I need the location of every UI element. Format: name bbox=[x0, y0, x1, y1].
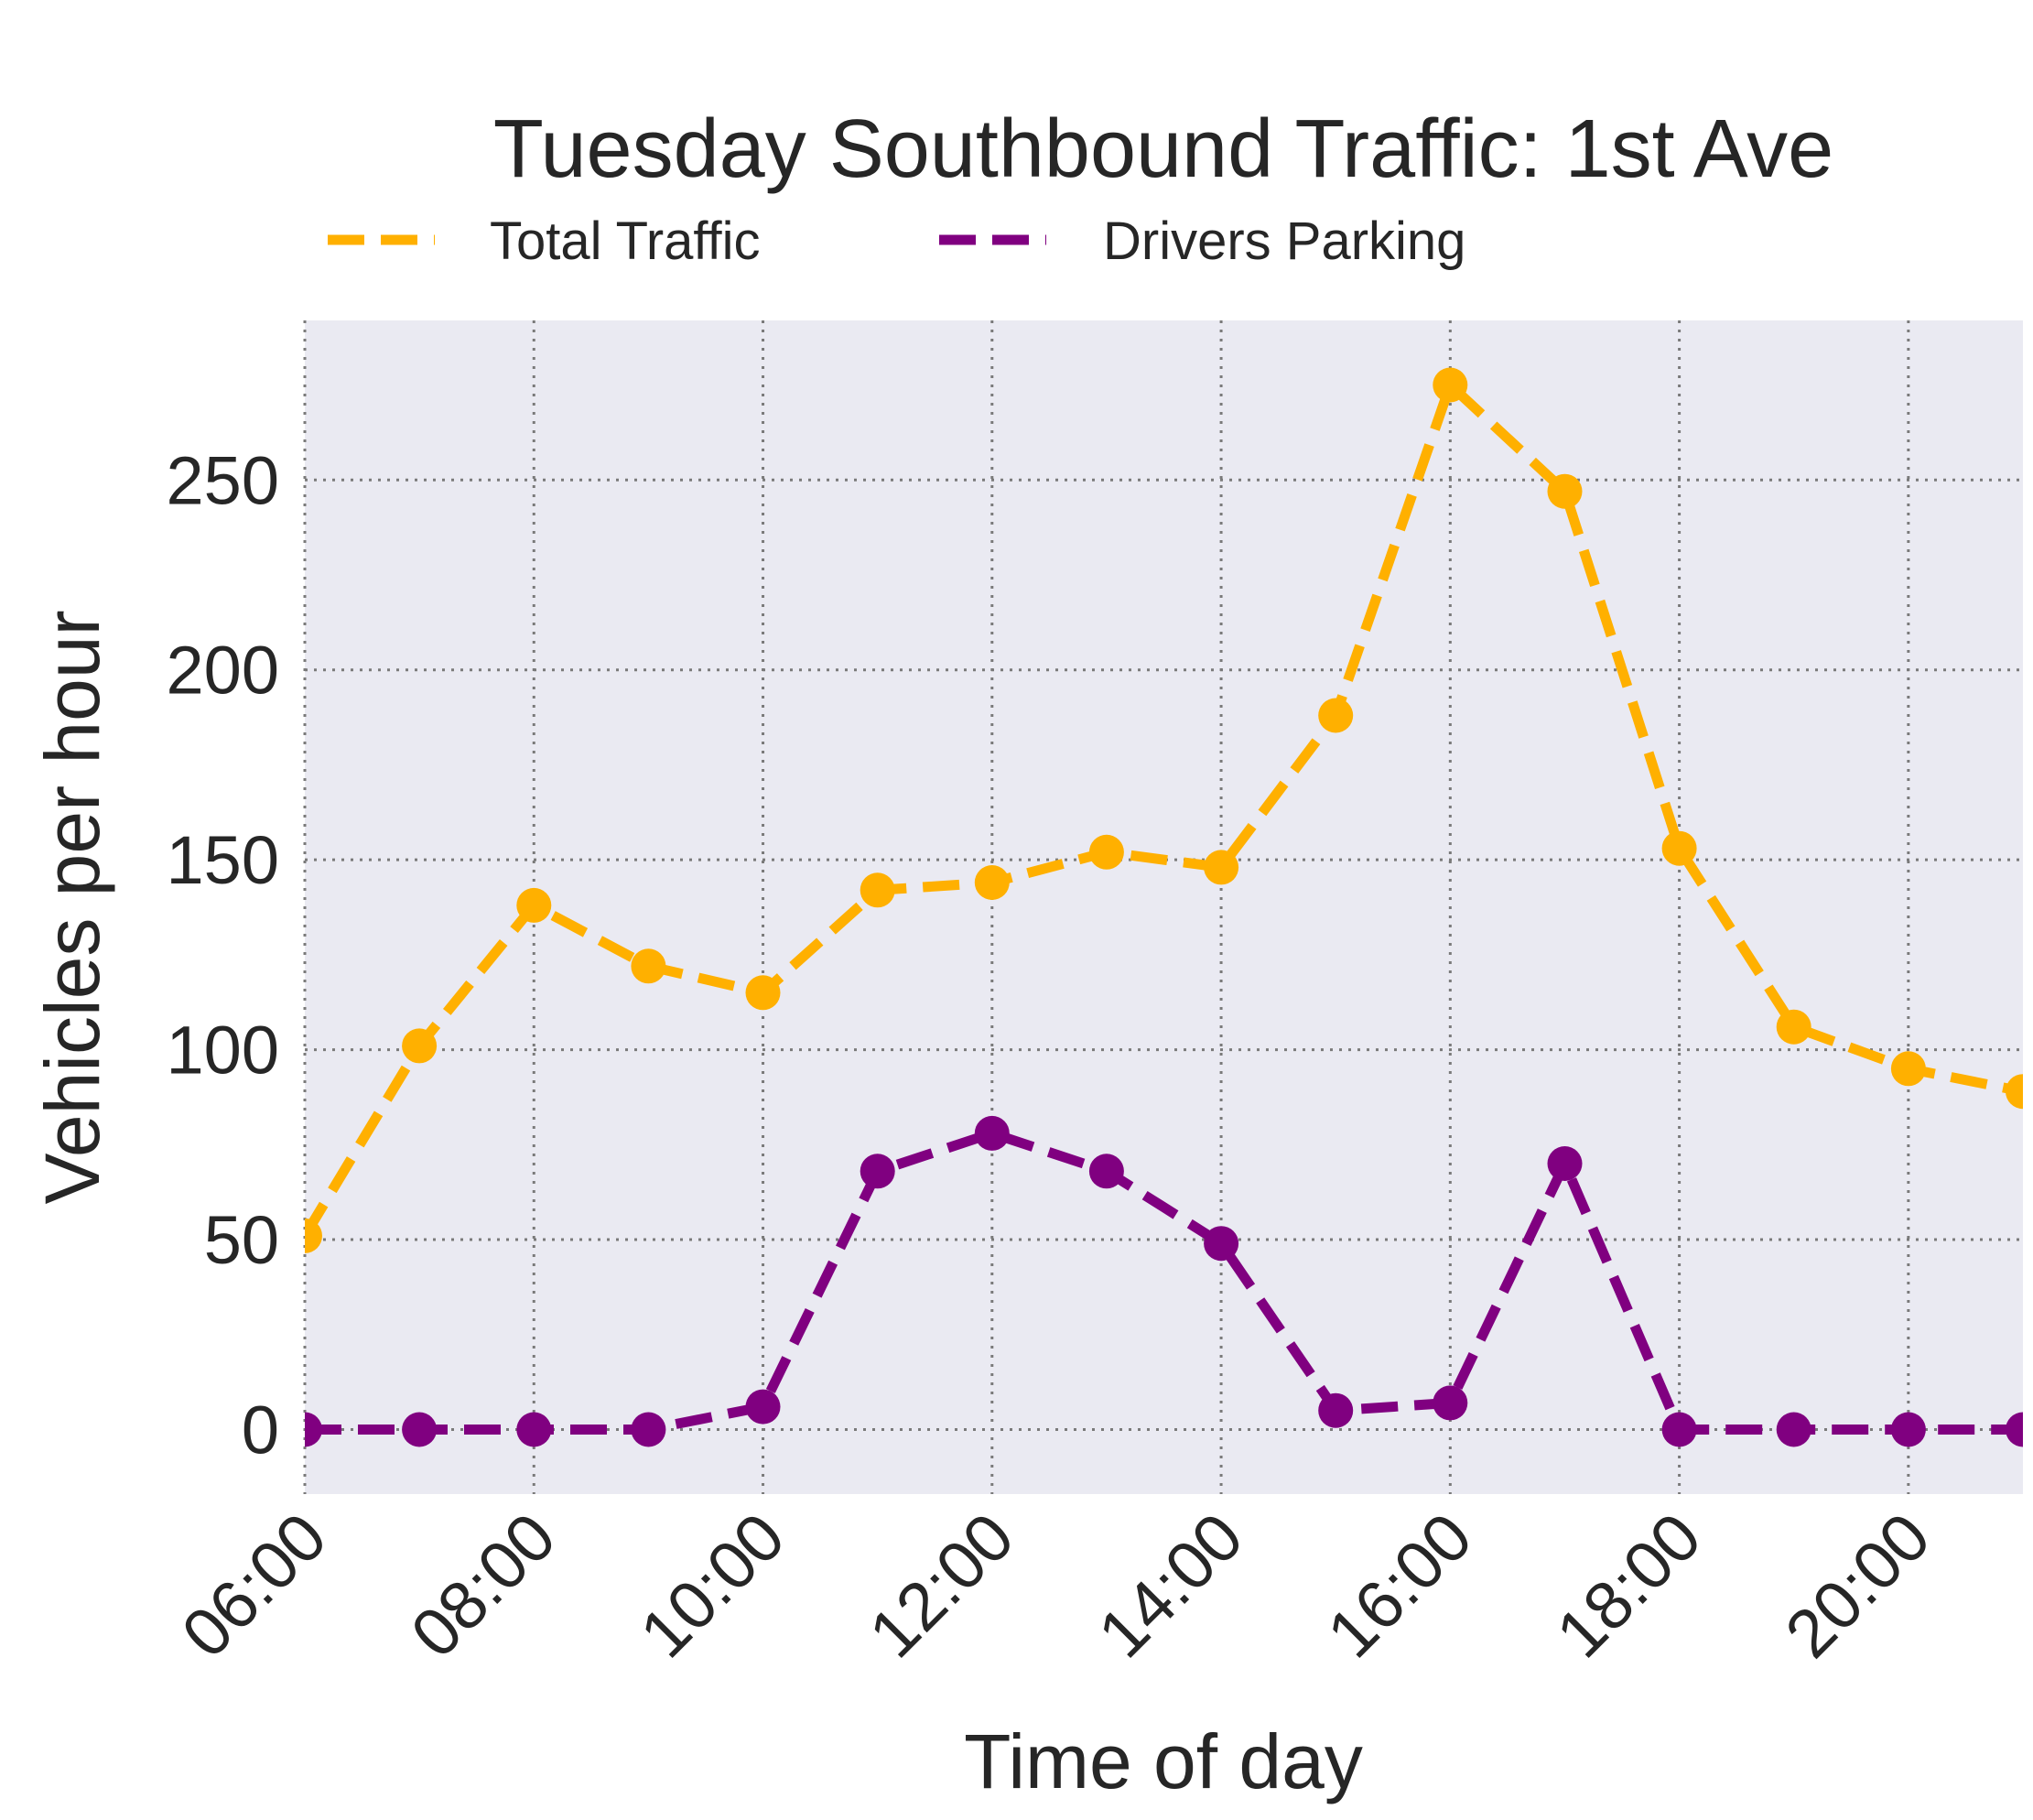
data-point-total-traffic-10 bbox=[1433, 367, 1468, 403]
data-point-total-traffic-6 bbox=[974, 865, 1010, 900]
data-point-drivers-parking-7 bbox=[1088, 1154, 1124, 1189]
data-point-total-traffic-14 bbox=[1890, 1051, 1926, 1087]
data-point-total-traffic-4 bbox=[745, 975, 781, 1011]
data-point-drivers-parking-10 bbox=[1433, 1385, 1468, 1421]
data-point-drivers-parking-4 bbox=[745, 1389, 781, 1425]
x-tick-label: 06:00 bbox=[168, 1499, 341, 1673]
series-line-drivers-parking bbox=[305, 1128, 2023, 1435]
data-point-drivers-parking-8 bbox=[1204, 1226, 1239, 1262]
data-point-drivers-parking-2 bbox=[516, 1412, 552, 1447]
x-tick-label: 10:00 bbox=[625, 1499, 799, 1673]
x-tick-label: 08:00 bbox=[396, 1499, 570, 1673]
data-point-total-traffic-0 bbox=[305, 1218, 322, 1253]
legend-label-total-traffic: Total Traffic bbox=[490, 211, 761, 271]
data-point-drivers-parking-0 bbox=[305, 1412, 322, 1447]
data-point-total-traffic-2 bbox=[516, 887, 552, 923]
data-point-total-traffic-7 bbox=[1088, 834, 1124, 870]
y-axis-ticks: 0 50 100 150 200 250 bbox=[167, 442, 279, 1468]
data-point-drivers-parking-1 bbox=[402, 1412, 438, 1447]
y-tick-label: 150 bbox=[167, 822, 279, 898]
data-point-total-traffic-15 bbox=[2006, 1074, 2023, 1110]
x-tick-label: 16:00 bbox=[1313, 1499, 1487, 1673]
data-point-total-traffic-8 bbox=[1204, 850, 1239, 885]
chart-title: Tuesday Southbound Traffic: 1st Ave bbox=[493, 103, 1833, 195]
data-point-drivers-parking-9 bbox=[1318, 1392, 1354, 1428]
y-tick-label: 100 bbox=[167, 1013, 279, 1089]
series-layer bbox=[305, 367, 2023, 1447]
y-tick-label: 250 bbox=[167, 442, 279, 518]
data-point-total-traffic-3 bbox=[631, 948, 666, 984]
x-axis-ticks: 06:00 08:00 10:00 12:00 14:00 16:00 18:00 20:00 bbox=[168, 1499, 1945, 1673]
x-tick-label: 18:00 bbox=[1541, 1499, 1715, 1673]
y-axis-label: Vehicles per hour bbox=[29, 610, 115, 1204]
data-point-total-traffic-9 bbox=[1318, 698, 1354, 733]
data-point-drivers-parking-3 bbox=[631, 1412, 666, 1447]
data-point-drivers-parking-13 bbox=[1776, 1412, 1811, 1447]
data-point-drivers-parking-5 bbox=[860, 1154, 895, 1189]
data-point-total-traffic-12 bbox=[1661, 830, 1697, 866]
x-tick-label: 14:00 bbox=[1084, 1499, 1258, 1673]
data-point-total-traffic-11 bbox=[1547, 473, 1583, 509]
data-point-drivers-parking-11 bbox=[1547, 1146, 1583, 1181]
x-tick-label: 20:00 bbox=[1771, 1499, 1945, 1673]
x-tick-label: 12:00 bbox=[854, 1499, 1028, 1673]
legend-label-drivers-parking: Drivers Parking bbox=[1103, 211, 1465, 271]
series-line-total-traffic bbox=[305, 380, 2023, 1239]
y-tick-label: 200 bbox=[167, 633, 279, 709]
y-tick-label: 50 bbox=[204, 1202, 279, 1278]
data-point-drivers-parking-15 bbox=[2006, 1412, 2023, 1447]
plot-area bbox=[305, 320, 2023, 1494]
data-point-total-traffic-1 bbox=[402, 1028, 438, 1064]
data-point-drivers-parking-6 bbox=[974, 1115, 1010, 1151]
legend: Total Traffic Drivers Parking bbox=[328, 211, 1465, 271]
data-point-drivers-parking-12 bbox=[1661, 1412, 1697, 1447]
y-tick-label: 0 bbox=[242, 1392, 279, 1468]
data-point-total-traffic-5 bbox=[860, 872, 895, 908]
data-point-drivers-parking-14 bbox=[1890, 1412, 1926, 1447]
x-axis-label: Time of day bbox=[964, 1718, 1363, 1804]
data-point-total-traffic-13 bbox=[1776, 1009, 1811, 1045]
